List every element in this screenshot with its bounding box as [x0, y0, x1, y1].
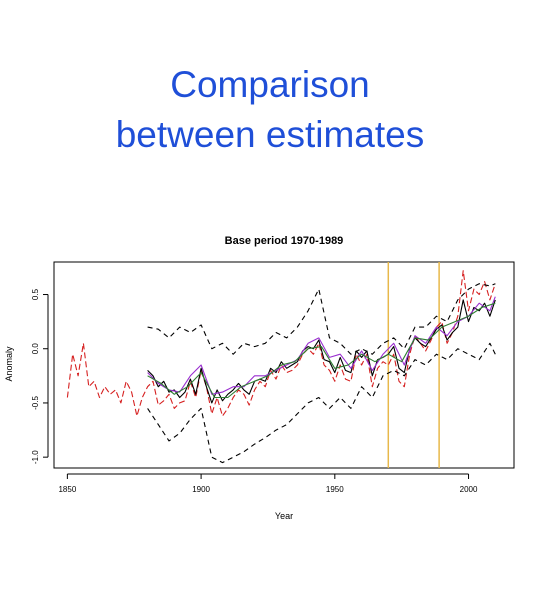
y-tick-label: 0.0	[31, 343, 40, 355]
series-line	[147, 283, 496, 355]
series-line	[147, 342, 496, 464]
plot-frame	[53, 261, 515, 469]
series-line	[147, 302, 496, 399]
x-tick-label: 1950	[326, 485, 344, 494]
slide-title-line-2: between estimates	[115, 114, 425, 155]
y-tick-label: -0.5	[31, 396, 40, 410]
series-line	[147, 299, 496, 404]
y-axis-label: Anomaly	[4, 346, 14, 382]
slide-title: Comparison between estimates	[0, 60, 540, 160]
y-tick-label: -1.0	[31, 450, 40, 464]
x-tick-label: 1850	[58, 485, 76, 494]
x-tick-label: 2000	[460, 485, 478, 494]
plot-area: 1850 1900 1950 2000 -1.0 -0.5 0.0 0.5	[31, 261, 515, 494]
series-line	[147, 296, 496, 395]
slide-title-line-1: Comparison	[170, 64, 370, 105]
x-axis-label: Year	[275, 511, 293, 521]
y-tick-label: 0.5	[31, 288, 40, 300]
chart-title: Base period 1970-1989	[225, 235, 344, 247]
series-line	[66, 270, 496, 417]
x-tick-label: 1900	[192, 485, 210, 494]
